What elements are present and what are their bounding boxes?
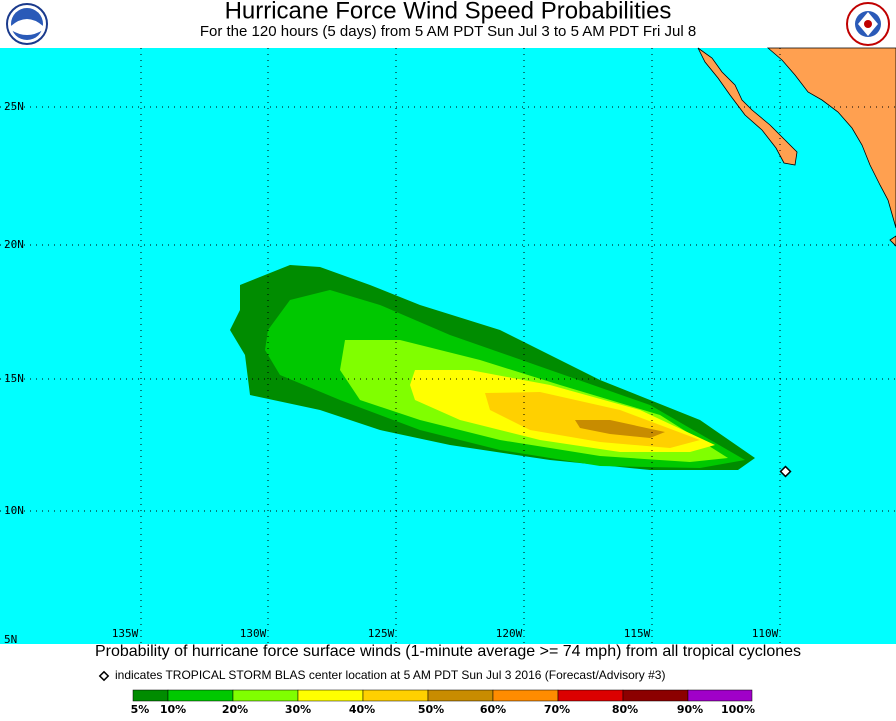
legend-label: 30%: [285, 703, 311, 716]
legend: 5% 10% 20% 30% 40% 50% 60% 70% 80% 90% 100%: [131, 689, 755, 716]
legend-label: 80%: [612, 703, 638, 716]
note: indicates TROPICAL STORM BLAS center loc…: [115, 668, 665, 682]
lat-label: 15N: [4, 372, 24, 385]
noaa-logo: [6, 3, 48, 45]
caption: Probability of hurricane force surface w…: [95, 643, 801, 660]
legend-label: 40%: [349, 703, 375, 716]
legend-label: 60%: [480, 703, 506, 716]
legend-label: 90%: [677, 703, 703, 716]
lat-label: 10N: [4, 504, 24, 517]
lon-label: 110W: [752, 627, 779, 640]
legend-swatch: [232, 689, 299, 702]
storm-marker: [779, 465, 792, 478]
lon-label: 130W: [240, 627, 267, 640]
legend-swatch: [492, 689, 559, 702]
land: [697, 47, 896, 247]
lon-label: 135W: [112, 627, 139, 640]
legend-label: 50%: [418, 703, 444, 716]
lon-labels: 135W 130W 125W 120W 115W 110W: [112, 627, 779, 640]
lon-label: 125W: [368, 627, 395, 640]
lat-label: 20N: [4, 238, 24, 251]
lat-labels: 25N 20N 15N 10N 5N: [4, 100, 24, 646]
legend-swatch: [622, 689, 689, 702]
lat-label: 25N: [4, 100, 24, 113]
title: Hurricane Force Wind Speed Probabilities: [225, 0, 672, 24]
legend-swatch: [167, 689, 234, 702]
legend-label: 100%: [721, 703, 755, 716]
lon-label: 120W: [496, 627, 523, 640]
note-marker: [98, 670, 110, 682]
contour: [575, 420, 665, 438]
legend-swatch: [427, 689, 494, 702]
legend-swatch: [132, 689, 169, 702]
legend-swatch: [557, 689, 624, 702]
legend-label: 70%: [544, 703, 570, 716]
legend-swatch: [362, 689, 429, 702]
subtitle: For the 120 hours (5 days) from 5 AM PDT…: [200, 23, 696, 40]
legend-label: 10%: [160, 703, 186, 716]
legend-label: 20%: [222, 703, 248, 716]
lon-label: 115W: [624, 627, 651, 640]
lat-label: 5N: [4, 633, 17, 646]
legend-label: 5%: [131, 703, 150, 716]
nws-logo: [846, 2, 890, 46]
legend-swatch: [687, 689, 753, 702]
legend-swatch: [297, 689, 364, 702]
